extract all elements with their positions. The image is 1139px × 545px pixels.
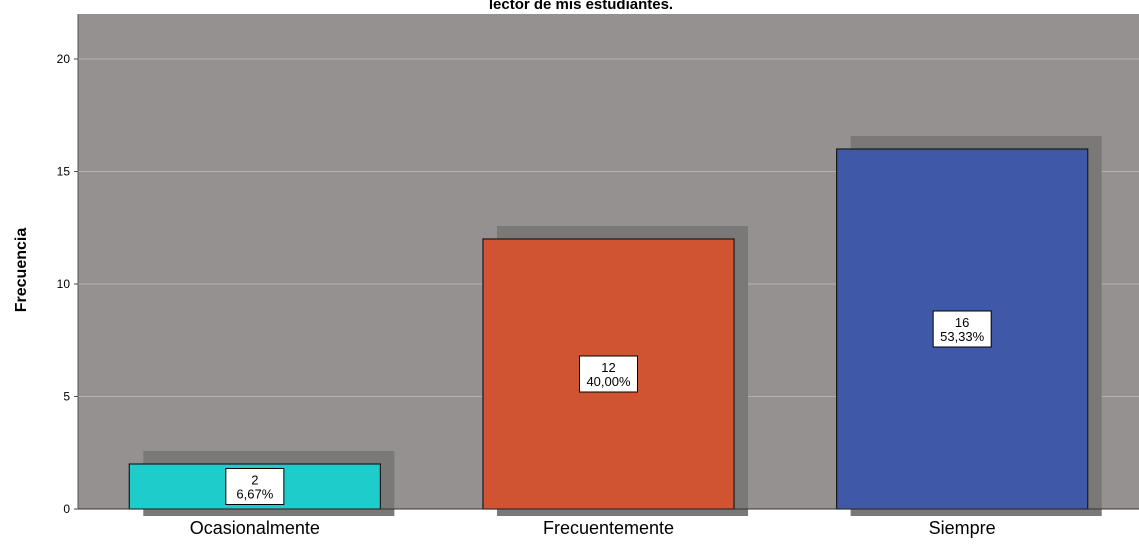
y-tick-label: 15 [57, 165, 71, 179]
y-tick-label: 20 [57, 52, 71, 66]
y-tick-label: 10 [57, 277, 71, 291]
y-tick-label: 0 [63, 502, 70, 516]
x-tick-label: Frecuentemente [543, 518, 674, 538]
data-label-count: 12 [601, 360, 615, 375]
data-label-percent: 53,33% [940, 329, 985, 344]
y-tick-label: 5 [63, 390, 70, 404]
data-label-count: 2 [251, 473, 258, 488]
y-axis-title: Frecuencia [13, 228, 30, 313]
x-tick-label: Siempre [929, 518, 996, 538]
data-label-box [225, 468, 285, 505]
data-label-percent: 40,00% [586, 374, 631, 389]
x-tick-label: Ocasionalmente [190, 518, 320, 538]
chart-title: lector de mis estudiantes. [489, 0, 673, 13]
data-label-count: 16 [955, 315, 969, 330]
data-label-box [579, 355, 638, 393]
data-label-percent: 6,67% [236, 487, 273, 502]
data-label-box [932, 310, 992, 348]
